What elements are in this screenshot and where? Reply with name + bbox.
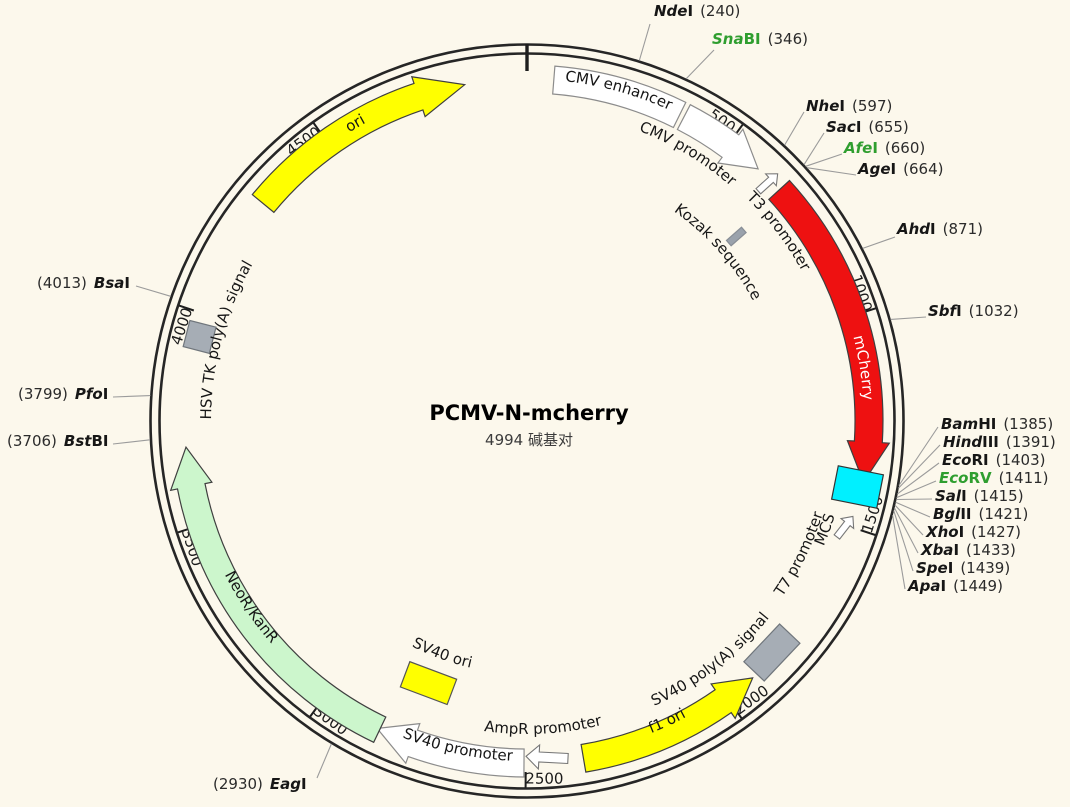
leader-nhei xyxy=(784,111,805,146)
feature-ori xyxy=(251,76,467,214)
leader-sali xyxy=(896,498,933,501)
enzyme-label-sbfi: SbfI (1032) xyxy=(928,302,1019,320)
enzyme-label-ndei: NdeI (240) xyxy=(654,2,741,20)
feature-cmv-enhancer xyxy=(552,65,687,129)
leader-bstbi xyxy=(112,439,151,445)
leader-sbfi xyxy=(890,316,927,320)
leader-snabi xyxy=(685,49,715,80)
enzyme-label-ecori: EcoRI (1403) xyxy=(942,451,1046,469)
feature-f1-ori xyxy=(580,677,754,773)
tick-label-2500: 2500 xyxy=(525,770,563,788)
feature-label-kozak-text: Kozak sequence xyxy=(671,200,765,303)
enzyme-label-ahdi: AhdI (871) xyxy=(897,220,983,238)
enzyme-label-sali: SalI (1415) xyxy=(935,487,1024,505)
enzyme-label-snabi: SnaBI (346) xyxy=(712,30,808,48)
feature-t3-promoter xyxy=(755,173,779,195)
feature-sv40-promoter xyxy=(375,722,525,778)
enzyme-label-xbai: XbaI (1433) xyxy=(921,541,1016,559)
feature-ampr-promoter xyxy=(525,743,569,771)
feature-hsvtk-polya xyxy=(182,319,217,355)
enzyme-label-agei: AgeI (664) xyxy=(858,160,944,178)
leader-xhoi xyxy=(894,504,924,536)
enzyme-label-spei: SpeI (1439) xyxy=(916,559,1011,577)
leader-afei xyxy=(805,153,843,167)
tick-4000 xyxy=(178,304,195,312)
enzyme-label-bglii: BglII (1421) xyxy=(933,505,1029,523)
feature-t7-promoter xyxy=(833,515,855,540)
leader-bamhi xyxy=(898,426,939,486)
enzyme-label-afei: AfeI (660) xyxy=(844,139,926,157)
enzyme-label-pfoi: (3799) PfoI xyxy=(18,385,109,403)
tick-1500 xyxy=(860,529,876,536)
enzyme-label-xhoi: XhoI (1427) xyxy=(926,523,1022,541)
feature-kozak xyxy=(725,226,747,247)
plasmid-size: 4994 碱基对 xyxy=(485,431,573,449)
leader-hindiii xyxy=(898,444,941,489)
leader-bsai xyxy=(135,285,171,297)
enzyme-label-bstbi: (3706) BstBI xyxy=(7,432,109,450)
leader-ecori xyxy=(897,462,940,495)
leader-eagi xyxy=(316,743,332,779)
enzyme-label-saci: SacI (655) xyxy=(826,118,909,136)
leader-ndei xyxy=(638,23,651,61)
enzyme-label-bamhi: BamHI (1385) xyxy=(941,415,1054,433)
leader-xbai xyxy=(893,507,919,554)
feature-sv40-polya xyxy=(743,623,801,682)
feature-cmv-promoter xyxy=(676,103,760,170)
leader-bglii xyxy=(895,501,931,518)
enzyme-label-apai: ApaI (1449) xyxy=(908,577,1003,595)
leader-agei xyxy=(806,167,857,176)
leader-pfoi xyxy=(112,395,151,398)
feature-neor-kanr xyxy=(169,445,387,744)
enzyme-label-bsai: (4013) BsaI xyxy=(37,274,130,292)
enzyme-label-ecorv: EcoRV (1411) xyxy=(939,469,1049,487)
enzyme-label-eagi: (2930) EagI xyxy=(213,775,307,793)
feature-mcs xyxy=(830,465,885,509)
feature-label-t7-promoter-text: T7 promoter xyxy=(770,509,827,601)
leader-ecorv xyxy=(896,480,937,499)
feature-sv40-ori xyxy=(399,660,458,706)
enzyme-label-nhei: NheI (597) xyxy=(806,97,893,115)
leader-spei xyxy=(893,510,914,572)
feature-label-kozak: Kozak sequence xyxy=(671,200,765,303)
enzyme-label-hindiii: HindIII (1391) xyxy=(943,433,1056,451)
leader-saci xyxy=(803,132,825,165)
plasmid-title: PCMV-N-mcherry xyxy=(429,401,629,425)
feature-label-ampr-promoter-text: AmpR promoter xyxy=(483,711,604,738)
leader-apai xyxy=(892,515,906,590)
feature-label-t7-promoter: T7 promoter xyxy=(770,509,827,601)
feature-label-ampr-promoter: AmpR promoter xyxy=(483,711,604,738)
leader-ahdi xyxy=(862,236,896,249)
